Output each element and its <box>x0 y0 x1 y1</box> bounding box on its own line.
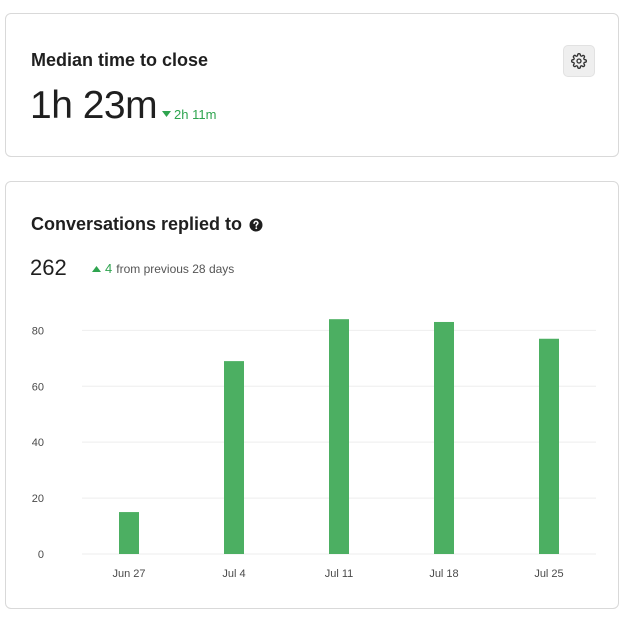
delta-note: from previous 28 days <box>116 261 235 276</box>
conversations-bar-chart: 0 20 40 60 80 Jun 27 Jul 4 Jul 11 Jul 18 Jul 25 <box>32 319 596 580</box>
x-tick-label: Jul 4 <box>222 568 245 580</box>
settings-button[interactable] <box>563 45 595 77</box>
y-tick-label: 0 <box>38 549 44 561</box>
delta-value: 4 <box>105 261 113 276</box>
bar-jul-4[interactable] <box>224 361 244 554</box>
bar-jul-18[interactable] <box>434 321 454 554</box>
bar-jun-27[interactable] <box>119 512 139 554</box>
y-tick-label: 40 <box>32 437 44 449</box>
triangle-down-icon <box>162 111 171 117</box>
gear-icon <box>571 53 587 69</box>
x-tick-label: Jun 27 <box>112 568 145 580</box>
bar-jul-25[interactable] <box>539 338 559 554</box>
bar-jul-11[interactable] <box>329 319 349 554</box>
triangle-up-icon <box>92 266 101 272</box>
conversations-delta: 4 from previous 28 days <box>92 261 234 276</box>
median-time-to-close-card: Median time to close 1h 23m 2h 11m <box>5 13 619 157</box>
card-title: Median time to close <box>31 50 209 70</box>
median-time-delta: 2h 11m <box>162 107 216 122</box>
y-tick-label: 20 <box>32 493 44 505</box>
x-tick-label: Jul 18 <box>429 568 458 580</box>
card-title: Conversations replied to <box>31 214 243 234</box>
x-tick-label: Jul 25 <box>534 568 563 580</box>
median-time-value: 1h 23m <box>30 84 158 127</box>
question-circle-icon[interactable] <box>249 218 263 232</box>
x-tick-label: Jul 11 <box>325 568 354 580</box>
y-tick-label: 80 <box>32 325 44 337</box>
y-tick-label: 60 <box>32 381 44 393</box>
conversations-total: 262 <box>30 255 67 280</box>
delta-value: 2h 11m <box>174 107 217 122</box>
conversations-replied-card: Conversations replied to 262 4 from prev… <box>5 181 619 609</box>
